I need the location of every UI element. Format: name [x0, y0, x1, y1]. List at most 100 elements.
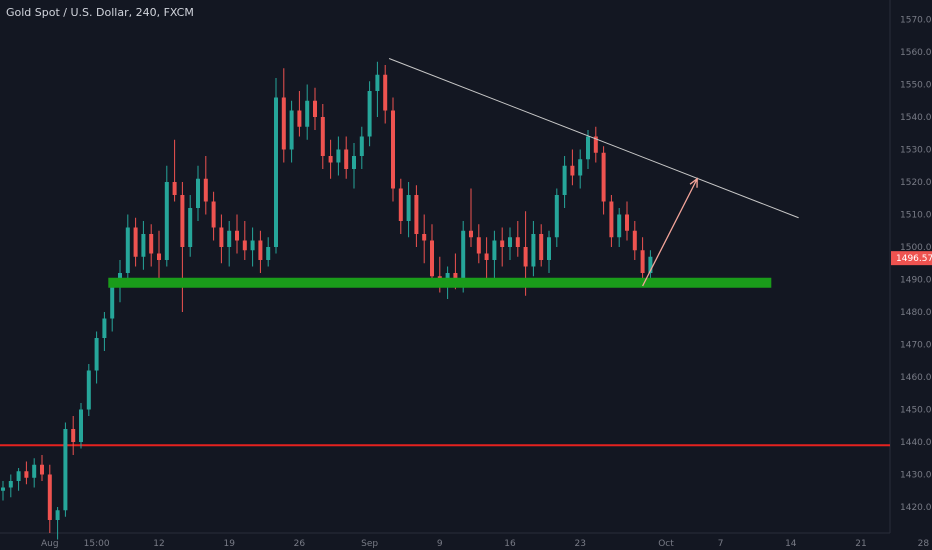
- candle-body: [1, 487, 5, 491]
- candle-body: [414, 195, 419, 234]
- x-tick-label: 23: [574, 539, 585, 549]
- candle-body: [211, 201, 216, 228]
- y-tick-label: 1470.00: [900, 341, 932, 351]
- candle-body: [196, 178, 200, 208]
- y-tick-label: 1440.00: [900, 438, 932, 448]
- candle-body: [188, 208, 193, 247]
- candle-body: [484, 253, 489, 260]
- candle-body: [227, 230, 232, 247]
- projection-arrow[interactable]: [642, 178, 698, 287]
- y-tick-label: 1520.00: [900, 178, 932, 188]
- candle-body: [47, 474, 52, 520]
- candle-body: [617, 214, 622, 238]
- x-tick-label: 14: [785, 539, 797, 549]
- candle-body: [133, 227, 138, 257]
- candle-body: [102, 318, 107, 338]
- candle-body: [203, 178, 208, 202]
- y-tick-label: 1550.00: [900, 81, 932, 91]
- candle-body: [281, 97, 286, 150]
- candle-body: [547, 237, 551, 260]
- candle-body: [274, 97, 278, 247]
- candle-body: [125, 227, 130, 273]
- candle-body: [375, 74, 380, 91]
- candle-body: [359, 136, 364, 156]
- candle-body: [320, 117, 325, 156]
- candle-body: [258, 240, 263, 260]
- candle-body: [63, 429, 68, 511]
- candle-body: [625, 214, 629, 231]
- x-tick-label: 9: [437, 539, 443, 549]
- candle-body: [578, 159, 583, 176]
- candle-body: [16, 471, 21, 481]
- candle-body: [586, 136, 590, 160]
- candle-body: [531, 234, 536, 267]
- candle-body: [406, 195, 411, 221]
- y-tick-label: 1450.00: [900, 406, 932, 416]
- candle-body: [313, 100, 317, 117]
- candle-body: [219, 227, 224, 247]
- x-tick-label: 12: [153, 539, 164, 549]
- y-tick-label: 1430.00: [900, 471, 932, 481]
- candle-body: [32, 464, 37, 478]
- candle-body: [86, 370, 91, 410]
- candle-body: [593, 136, 598, 153]
- y-tick-label: 1510.00: [900, 211, 932, 221]
- y-tick-label: 1500.00: [900, 243, 932, 253]
- y-tick-label: 1560.00: [900, 48, 932, 58]
- x-tick-label: Sep: [361, 539, 378, 549]
- y-tick-label: 1480.00: [900, 308, 932, 318]
- candle-body: [383, 74, 388, 111]
- candle-body: [391, 110, 395, 189]
- candle-body: [8, 481, 13, 488]
- candle-body: [476, 237, 481, 254]
- candle-body: [562, 165, 567, 195]
- candle-body: [430, 240, 434, 277]
- candle-body: [164, 182, 169, 260]
- candle-body: [640, 250, 645, 273]
- candle-body: [250, 240, 255, 251]
- candle-body: [648, 256, 653, 273]
- candle-body: [367, 91, 372, 137]
- candle-body: [539, 234, 544, 260]
- candle-body: [79, 409, 83, 442]
- x-tick-label: 28: [918, 539, 930, 549]
- candle-body: [601, 152, 606, 202]
- x-tick-label: 7: [718, 539, 724, 549]
- y-tick-label: 1420.00: [900, 503, 932, 513]
- candle-body: [461, 230, 466, 283]
- candle-body: [554, 195, 559, 238]
- candle-body: [570, 165, 575, 176]
- candle-body: [352, 156, 356, 169]
- candle-body: [336, 149, 341, 163]
- candle-body: [55, 510, 60, 520]
- candle-body: [632, 230, 637, 251]
- candle-body: [469, 230, 473, 238]
- candle-body: [492, 240, 497, 260]
- y-tick-label: 1570.00: [900, 16, 932, 26]
- candle-body: [149, 234, 154, 254]
- trendline[interactable]: [388, 58, 799, 219]
- x-tick-label: 26: [294, 539, 306, 549]
- candle-body: [71, 429, 76, 442]
- y-tick-label: 1540.00: [900, 113, 932, 123]
- x-tick-label: 19: [223, 539, 235, 549]
- x-tick-label: Oct: [658, 539, 674, 549]
- candle-body: [242, 240, 247, 251]
- y-tick-label: 1530.00: [900, 146, 932, 156]
- candle-body: [523, 247, 528, 267]
- last-price-tag: [891, 251, 932, 266]
- candle-body: [398, 188, 403, 221]
- candle-body: [344, 149, 349, 169]
- candle-body: [157, 253, 161, 260]
- candle-body: [24, 471, 29, 478]
- candle-body: [422, 234, 427, 241]
- candle-body: [515, 237, 520, 247]
- y-tick-label: 1490.00: [900, 276, 932, 286]
- candle-body: [328, 156, 333, 163]
- y-tick-label: 1460.00: [900, 373, 932, 383]
- support-zone[interactable]: [108, 277, 772, 288]
- candle-body: [266, 247, 271, 260]
- candle-body: [297, 110, 302, 127]
